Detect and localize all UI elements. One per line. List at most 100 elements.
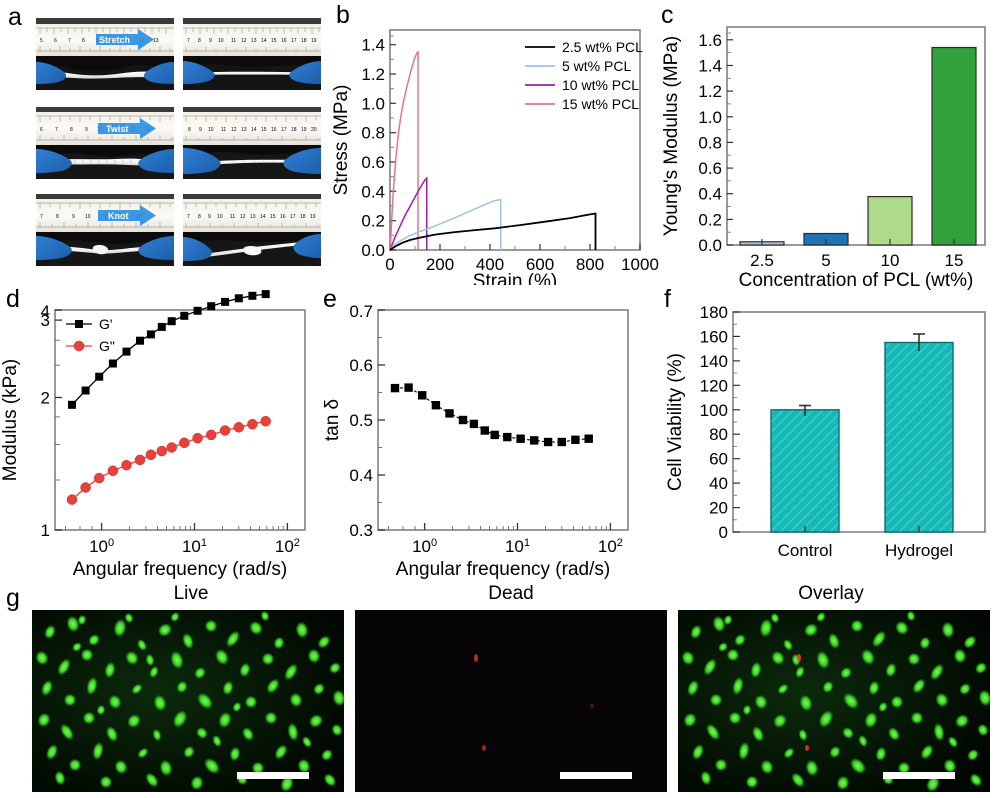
svg-text:15: 15 bbox=[271, 38, 277, 44]
svg-text:12: 12 bbox=[241, 38, 247, 44]
svg-text:101: 101 bbox=[505, 537, 530, 556]
panel-c-chart: 0.0 0.2 0.4 0.6 0.8 1.0 1.2 1.4 1.6 2.5 5 10 1… bbox=[661, 26, 986, 290]
svg-text:8: 8 bbox=[188, 127, 191, 133]
panel-d-legend-1: G" bbox=[99, 338, 115, 354]
svg-text:8: 8 bbox=[82, 38, 85, 44]
svg-text:9: 9 bbox=[85, 127, 88, 133]
panel-a-row-twist: 6 7 8 9 10 11 12 13 bbox=[36, 107, 321, 179]
panel-f-error-bars bbox=[799, 333, 925, 416]
legend-item-3: 15 wt% PCL bbox=[562, 96, 639, 112]
bar-hydrogel bbox=[884, 341, 954, 533]
panel-a: 5 6 7 8 9 10 11 12 13 bbox=[36, 18, 321, 268]
panel-g-caption-overlay: Overlay bbox=[798, 583, 864, 604]
panel-c-label: c bbox=[661, 1, 674, 29]
svg-text:600: 600 bbox=[526, 255, 554, 274]
svg-text:10: 10 bbox=[208, 127, 214, 133]
panel-e: 0.3 0.4 0.5 0.6 0.7 100 101 102 Angular fre… bbox=[318, 290, 648, 580]
photo-stretch-after: 7 8 9 10 11 12 13 14 15 16 17 18 19 bbox=[183, 18, 321, 90]
panel-f-xtick-1: Hydrogel bbox=[885, 541, 953, 560]
panel-f: 0 20 40 60 80 100 120 140 160 180 Control Hydro… bbox=[655, 290, 1000, 580]
svg-text:0.4: 0.4 bbox=[361, 182, 385, 201]
panel-c-xtick-1: 5 bbox=[821, 251, 830, 270]
svg-text:14: 14 bbox=[260, 214, 266, 220]
panel-g bbox=[32, 610, 990, 792]
knot-arrow-label: Knot bbox=[108, 211, 129, 221]
knot-arrow: Knot bbox=[98, 205, 156, 226]
photo-knot-after: 7 8 9 10 11 12 13 14 15 16 17 18 19 bbox=[183, 194, 321, 266]
svg-text:2: 2 bbox=[41, 389, 50, 408]
panel-g-label: g bbox=[6, 584, 20, 612]
svg-text:1.0: 1.0 bbox=[361, 94, 385, 113]
svg-text:8: 8 bbox=[56, 214, 59, 220]
panel-d-chart: 1 2 34 100 101 102 Angular frequency (rad/… bbox=[0, 290, 306, 580]
svg-text:19: 19 bbox=[311, 38, 317, 44]
svg-text:10: 10 bbox=[217, 214, 223, 220]
svg-text:800: 800 bbox=[576, 255, 604, 274]
svg-text:102: 102 bbox=[275, 537, 300, 556]
twist-arrow-label: Twist bbox=[106, 124, 128, 134]
series-tan-delta bbox=[390, 383, 593, 447]
svg-text:1.4: 1.4 bbox=[698, 57, 722, 76]
svg-text:9: 9 bbox=[72, 214, 75, 220]
svg-text:6: 6 bbox=[54, 38, 57, 44]
svg-text:100: 100 bbox=[412, 537, 437, 556]
panel-c-xtick-2: 10 bbox=[881, 251, 900, 270]
panel-e-chart: 0.3 0.4 0.5 0.6 0.7 100 101 102 Angular fre… bbox=[322, 302, 629, 580]
svg-text:0.0: 0.0 bbox=[698, 236, 722, 255]
svg-text:19: 19 bbox=[301, 127, 307, 133]
svg-text:9: 9 bbox=[209, 38, 212, 44]
svg-text:13: 13 bbox=[241, 127, 247, 133]
svg-text:7: 7 bbox=[68, 38, 71, 44]
svg-text:200: 200 bbox=[426, 255, 454, 274]
svg-text:18: 18 bbox=[301, 38, 307, 44]
legend-item-1: 5 wt% PCL bbox=[562, 58, 631, 74]
svg-text:180: 180 bbox=[700, 303, 728, 322]
svg-text:0.6: 0.6 bbox=[698, 159, 722, 178]
panel-g-caption-dead: Dead bbox=[488, 583, 534, 604]
svg-text:0.3: 0.3 bbox=[349, 521, 373, 540]
svg-text:8: 8 bbox=[198, 214, 201, 220]
svg-text:17: 17 bbox=[281, 127, 287, 133]
svg-text:9: 9 bbox=[208, 214, 211, 220]
panel-d-label: d bbox=[6, 285, 20, 313]
svg-text:7: 7 bbox=[55, 127, 58, 133]
svg-text:1.6: 1.6 bbox=[698, 31, 722, 50]
svg-text:400: 400 bbox=[476, 255, 504, 274]
panel-a-row-knot: 7 8 9 10 11 12 13 bbox=[36, 194, 321, 266]
image-overlay bbox=[678, 610, 990, 792]
svg-text:8: 8 bbox=[70, 127, 73, 133]
svg-text:102: 102 bbox=[598, 537, 623, 556]
panel-f-label: f bbox=[664, 285, 671, 313]
curve-5wt bbox=[389, 198, 502, 251]
bar-10 bbox=[867, 196, 913, 246]
scale-bar-live bbox=[237, 772, 309, 779]
svg-text:17: 17 bbox=[290, 214, 296, 220]
svg-text:10: 10 bbox=[218, 38, 224, 44]
panel-b-ylabel: Stress (MPa) bbox=[331, 85, 352, 196]
svg-text:20: 20 bbox=[311, 127, 317, 133]
panel-e-label: e bbox=[323, 285, 337, 313]
svg-text:20: 20 bbox=[709, 499, 728, 518]
panel-a-label: a bbox=[8, 3, 22, 31]
svg-text:0.0: 0.0 bbox=[361, 241, 385, 260]
svg-text:140: 140 bbox=[700, 352, 728, 371]
svg-text:3: 3 bbox=[41, 311, 50, 330]
svg-text:7: 7 bbox=[187, 214, 190, 220]
series-g-double-prime bbox=[66, 415, 271, 505]
svg-text:16: 16 bbox=[271, 127, 277, 133]
svg-text:160: 160 bbox=[700, 327, 728, 346]
panel-e-ylabel: tan δ bbox=[322, 399, 343, 441]
svg-text:12: 12 bbox=[240, 214, 246, 220]
svg-text:0.2: 0.2 bbox=[361, 212, 385, 231]
svg-text:60: 60 bbox=[709, 450, 728, 469]
svg-text:17: 17 bbox=[291, 38, 297, 44]
svg-text:120: 120 bbox=[700, 376, 728, 395]
scale-bar-overlay bbox=[883, 772, 955, 779]
stretch-arrow: Stretch bbox=[96, 29, 154, 50]
panel-c-xtick-0: 2.5 bbox=[750, 251, 774, 270]
svg-text:0.5: 0.5 bbox=[349, 411, 373, 430]
svg-text:5: 5 bbox=[40, 38, 43, 44]
svg-text:1.0: 1.0 bbox=[698, 108, 722, 127]
svg-text:19: 19 bbox=[310, 214, 316, 220]
